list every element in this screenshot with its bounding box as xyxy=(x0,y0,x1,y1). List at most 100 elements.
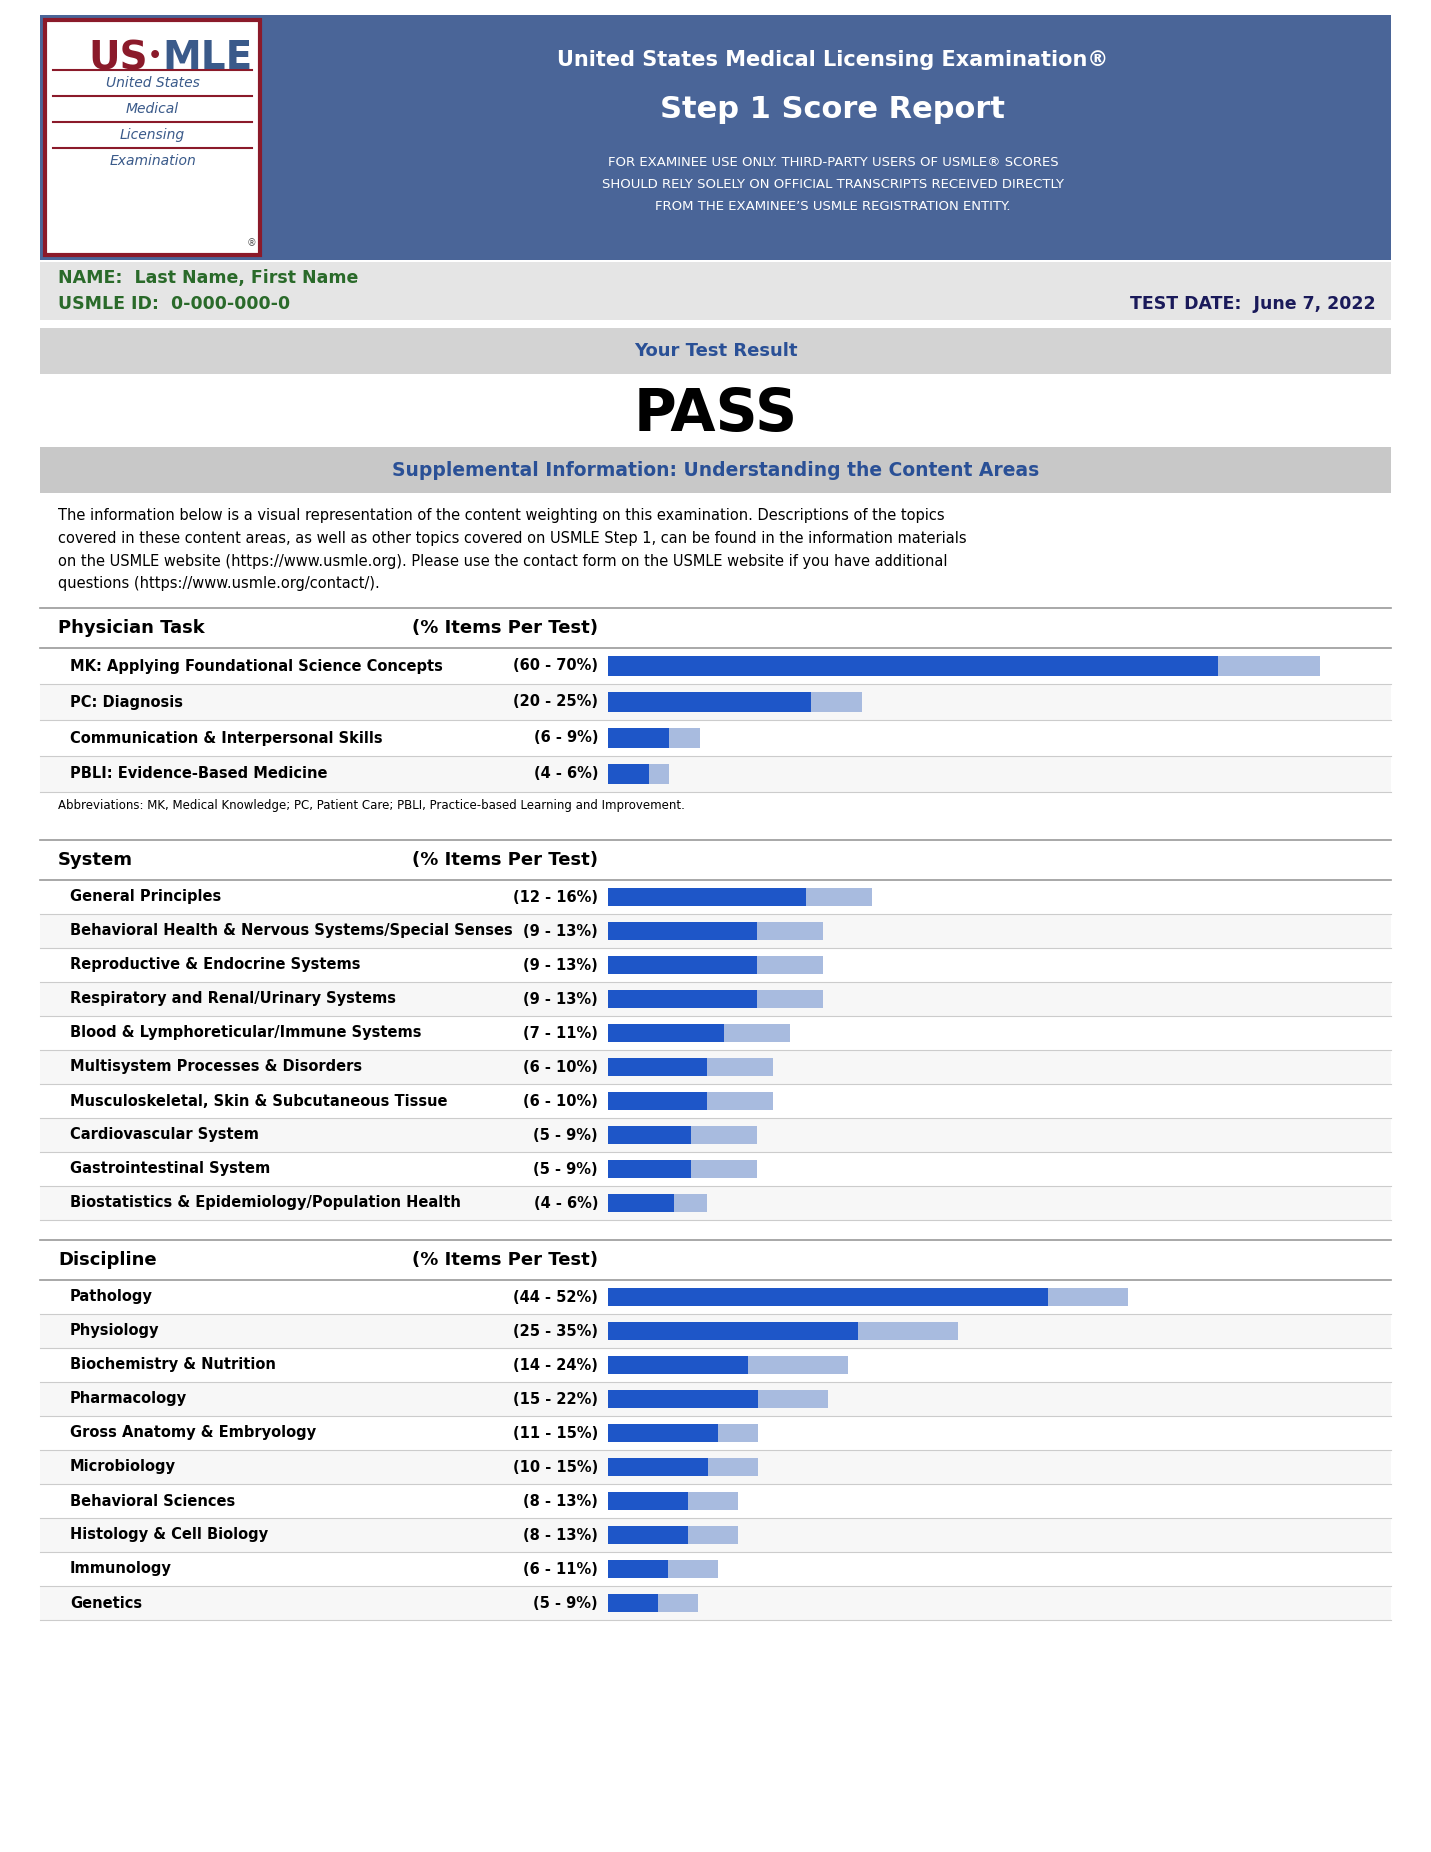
Text: (4 - 6%): (4 - 6%) xyxy=(534,767,598,782)
Bar xyxy=(608,1091,707,1111)
Bar xyxy=(40,915,1391,948)
Text: Biochemistry & Nutrition: Biochemistry & Nutrition xyxy=(70,1358,276,1372)
Text: PASS: PASS xyxy=(634,385,797,443)
Text: US: US xyxy=(87,39,147,78)
Bar xyxy=(608,1491,738,1511)
Text: (12 - 16%): (12 - 16%) xyxy=(512,889,598,904)
Text: (6 - 10%): (6 - 10%) xyxy=(524,1059,598,1074)
Text: (5 - 9%): (5 - 9%) xyxy=(534,1161,598,1176)
Text: Medical: Medical xyxy=(126,102,179,117)
Bar xyxy=(608,989,823,1007)
Text: Reproductive & Endocrine Systems: Reproductive & Endocrine Systems xyxy=(70,957,361,972)
Bar xyxy=(40,1450,1391,1483)
Bar xyxy=(40,15,1391,259)
Bar xyxy=(608,1458,708,1476)
Bar xyxy=(40,1119,1391,1152)
Text: (15 - 22%): (15 - 22%) xyxy=(512,1391,598,1406)
Bar xyxy=(608,1458,758,1476)
Text: (6 - 9%): (6 - 9%) xyxy=(534,730,598,746)
Text: Biostatistics & Epidemiology/Population Health: Biostatistics & Epidemiology/Population … xyxy=(70,1196,461,1211)
Text: (6 - 10%): (6 - 10%) xyxy=(524,1093,598,1109)
Text: Abbreviations: MK, Medical Knowledge; PC, Patient Care; PBLI, Practice-based Lea: Abbreviations: MK, Medical Knowledge; PC… xyxy=(59,800,685,813)
Text: (11 - 15%): (11 - 15%) xyxy=(512,1426,598,1441)
Text: Gastrointestinal System: Gastrointestinal System xyxy=(70,1161,270,1176)
Bar xyxy=(40,720,1391,756)
Bar xyxy=(608,1491,688,1511)
Bar xyxy=(40,1483,1391,1519)
Bar xyxy=(608,1559,668,1578)
Bar xyxy=(40,328,1391,374)
Bar xyxy=(40,446,1391,493)
Text: (8 - 13%): (8 - 13%) xyxy=(524,1493,598,1509)
Text: (9 - 13%): (9 - 13%) xyxy=(524,957,598,972)
Bar xyxy=(608,1424,758,1443)
Bar xyxy=(40,880,1391,915)
Text: Genetics: Genetics xyxy=(70,1596,142,1611)
Text: (14 - 24%): (14 - 24%) xyxy=(514,1358,598,1372)
Bar xyxy=(608,656,1218,676)
Bar xyxy=(608,693,863,711)
Bar xyxy=(40,648,1391,683)
Bar xyxy=(40,1152,1391,1185)
Text: (8 - 13%): (8 - 13%) xyxy=(524,1528,598,1543)
Bar xyxy=(608,887,806,906)
Text: Immunology: Immunology xyxy=(70,1561,172,1576)
Bar xyxy=(40,1519,1391,1552)
Bar xyxy=(608,1595,698,1613)
Bar xyxy=(608,728,700,748)
Bar xyxy=(608,1356,748,1374)
Bar xyxy=(40,1382,1391,1417)
Bar xyxy=(608,1322,957,1341)
Text: (25 - 35%): (25 - 35%) xyxy=(512,1324,598,1339)
Text: PBLI: Evidence-Based Medicine: PBLI: Evidence-Based Medicine xyxy=(70,767,328,782)
Text: System: System xyxy=(59,852,133,869)
Text: (4 - 6%): (4 - 6%) xyxy=(534,1196,598,1211)
Text: Gross Anatomy & Embryology: Gross Anatomy & Embryology xyxy=(70,1426,316,1441)
Bar xyxy=(40,1315,1391,1348)
Bar xyxy=(608,956,823,974)
Bar xyxy=(40,948,1391,982)
Bar xyxy=(608,1526,738,1545)
Bar xyxy=(40,756,1391,793)
Bar xyxy=(40,1280,1391,1315)
Text: United States Medical Licensing Examination®: United States Medical Licensing Examinat… xyxy=(558,50,1109,70)
Bar xyxy=(608,1526,688,1545)
Text: Pharmacology: Pharmacology xyxy=(70,1391,187,1406)
Bar xyxy=(608,1057,773,1076)
Text: Communication & Interpersonal Skills: Communication & Interpersonal Skills xyxy=(70,730,382,746)
Text: (20 - 25%): (20 - 25%) xyxy=(512,694,598,709)
Text: General Principles: General Principles xyxy=(70,889,222,904)
Text: (7 - 11%): (7 - 11%) xyxy=(524,1026,598,1041)
Text: TEST DATE:  June 7, 2022: TEST DATE: June 7, 2022 xyxy=(1130,294,1377,313)
Bar xyxy=(608,765,670,783)
Text: Physician Task: Physician Task xyxy=(59,619,205,637)
Text: Blood & Lymphoreticular/Immune Systems: Blood & Lymphoreticular/Immune Systems xyxy=(70,1026,422,1041)
Bar xyxy=(40,982,1391,1017)
Text: Physiology: Physiology xyxy=(70,1324,159,1339)
Bar xyxy=(608,693,811,711)
Text: PC: Diagnosis: PC: Diagnosis xyxy=(70,694,183,709)
Text: FOR EXAMINEE USE ONLY. THIRD-PARTY USERS OF USMLE® SCORES
SHOULD RELY SOLELY ON : FOR EXAMINEE USE ONLY. THIRD-PARTY USERS… xyxy=(602,157,1065,213)
Text: (44 - 52%): (44 - 52%) xyxy=(514,1289,598,1304)
Bar xyxy=(40,1083,1391,1119)
Bar xyxy=(608,1024,724,1043)
Bar xyxy=(608,1126,757,1145)
Bar xyxy=(608,1559,718,1578)
Text: Musculoskeletal, Skin & Subcutaneous Tissue: Musculoskeletal, Skin & Subcutaneous Tis… xyxy=(70,1093,448,1109)
Text: The information below is a visual representation of the content weighting on thi: The information below is a visual repres… xyxy=(59,507,966,591)
Bar xyxy=(608,1389,829,1408)
Bar xyxy=(40,1585,1391,1620)
Text: (6 - 11%): (6 - 11%) xyxy=(524,1561,598,1576)
Bar xyxy=(608,656,1321,676)
Bar xyxy=(608,1287,1047,1306)
Text: Behavioral Health & Nervous Systems/Special Senses: Behavioral Health & Nervous Systems/Spec… xyxy=(70,924,512,939)
Bar xyxy=(40,261,1391,320)
Bar xyxy=(40,1185,1391,1220)
Text: Respiratory and Renal/Urinary Systems: Respiratory and Renal/Urinary Systems xyxy=(70,991,396,1006)
Bar xyxy=(608,1322,859,1341)
Bar xyxy=(608,922,757,941)
Bar xyxy=(608,1024,790,1043)
Bar xyxy=(608,956,757,974)
Text: (9 - 13%): (9 - 13%) xyxy=(524,924,598,939)
Text: Supplemental Information: Understanding the Content Areas: Supplemental Information: Understanding … xyxy=(392,461,1039,480)
